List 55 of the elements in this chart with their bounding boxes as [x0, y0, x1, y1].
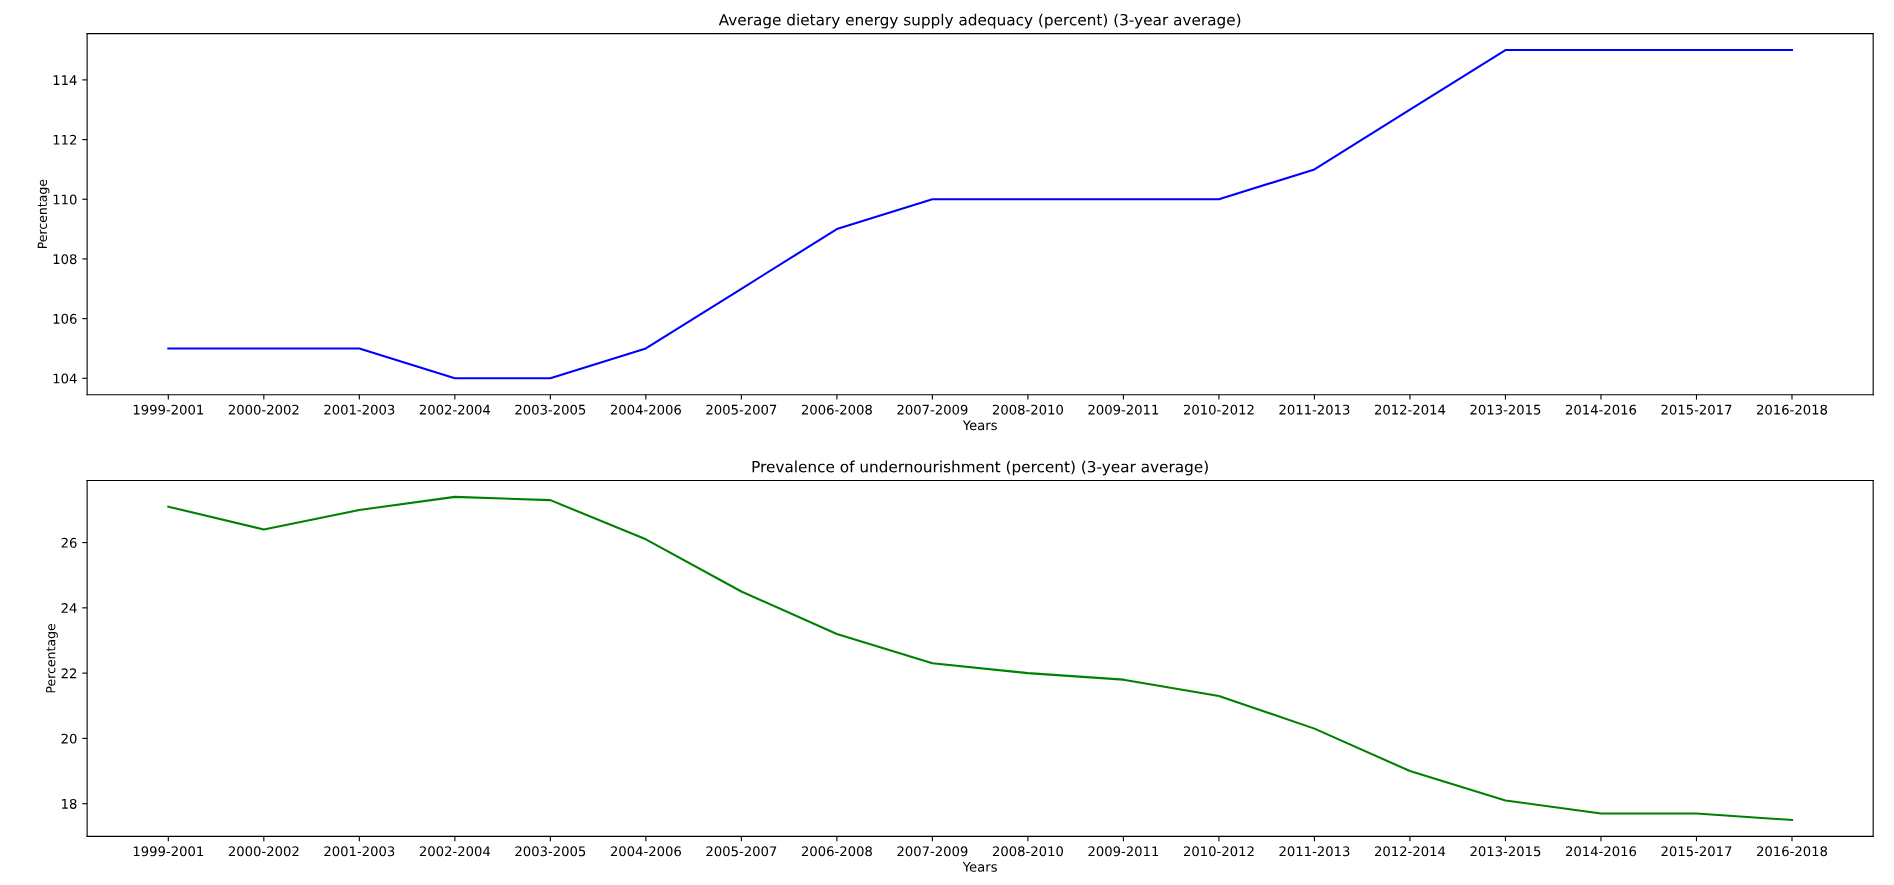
x-tick-label: 2016-2018 — [1756, 404, 1828, 415]
x-tick-label: 2003-2005 — [515, 404, 586, 415]
x-tick-label: 2010-2012 — [1183, 846, 1254, 857]
x-tick-label: 2015-2017 — [1661, 846, 1732, 857]
x-tick-label: 2013-2015 — [1470, 846, 1541, 857]
x-tick-label: 2001-2003 — [324, 404, 395, 415]
x-tick-label: 2008-2010 — [992, 846, 1063, 857]
x-tick-label: 2015-2017 — [1661, 404, 1732, 415]
chart-title: Average dietary energy supply adequacy (percent) (3-year average) — [718, 13, 1241, 29]
x-tick-label: 2013-2015 — [1470, 404, 1541, 415]
x-tick-label: 2004-2006 — [610, 404, 681, 415]
x-tick-label: 2003-2005 — [515, 846, 586, 857]
y-axis-title: Percentage — [37, 179, 50, 249]
x-tick-label: 2005-2007 — [706, 404, 777, 415]
x-tick-label: 2009-2011 — [1088, 846, 1159, 857]
y-tick-label: 112 — [53, 134, 77, 145]
x-tick-label: 2008-2010 — [992, 404, 1063, 415]
x-tick-label: 2009-2011 — [1088, 404, 1159, 415]
line-series — [167, 49, 1794, 380]
y-tick-label: 110 — [53, 194, 77, 205]
x-tick-label: 2006-2008 — [801, 404, 872, 415]
y-tick-label: 22 — [61, 668, 77, 679]
x-tick-label: 2010-2012 — [1183, 404, 1254, 415]
x-tick-label: 2016-2018 — [1756, 846, 1828, 857]
x-tick-label: 2005-2007 — [706, 846, 777, 857]
x-tick-label: 2004-2006 — [610, 846, 681, 857]
x-axis-title: Years — [962, 420, 997, 431]
x-tick-label: 1999-2001 — [133, 404, 204, 415]
x-tick-label: 2014-2016 — [1565, 846, 1637, 857]
y-tick-label: 18 — [62, 798, 77, 809]
x-tick-label: 2002-2004 — [419, 846, 491, 857]
x-tick-label: 2001-2003 — [324, 846, 395, 857]
y-tick-label: 106 — [53, 313, 77, 324]
x-tick-label: 2014-2016 — [1565, 404, 1637, 415]
x-tick-label: 1999-2001 — [133, 846, 204, 857]
x-tick-label: 2000-2002 — [228, 846, 299, 857]
x-tick-label: 2012-2014 — [1374, 846, 1446, 857]
y-tick-label: 114 — [53, 75, 77, 85]
y-tick-label: 108 — [53, 254, 77, 265]
x-tick-label: 2007-2009 — [897, 846, 968, 857]
y-tick-label: 20 — [61, 733, 77, 744]
line-series — [167, 495, 1794, 822]
chart-title: Prevalence of undernourishment (percent) (3-year average) — [752, 460, 1208, 476]
y-tick-label: 24 — [61, 603, 77, 613]
x-tick-label: 2007-2009 — [897, 404, 968, 415]
y-tick-label: 104 — [53, 373, 77, 384]
x-tick-label: 2011-2013 — [1279, 404, 1350, 415]
x-axis-title: Years — [962, 862, 997, 872]
x-tick-label: 2011-2013 — [1279, 846, 1350, 857]
x-tick-label: 2012-2014 — [1374, 404, 1446, 415]
x-tick-label: 2000-2002 — [228, 404, 299, 415]
y-axis-title: Percentage — [46, 623, 58, 693]
x-tick-label: 2006-2008 — [801, 846, 872, 857]
y-tick-label: 26 — [61, 537, 77, 548]
x-tick-label: 2002-2004 — [419, 404, 491, 415]
